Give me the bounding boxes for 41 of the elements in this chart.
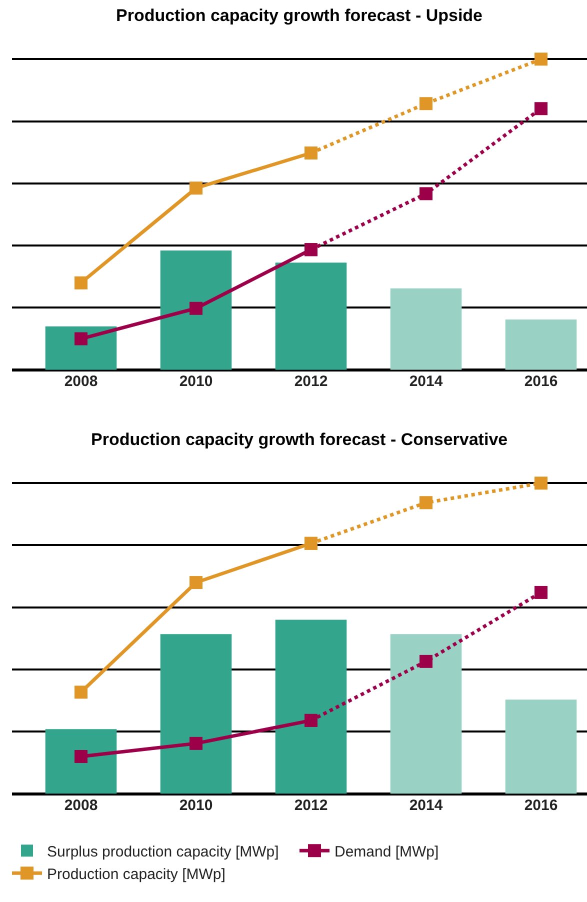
x-tick-label: 2012 (294, 796, 328, 814)
point (534, 102, 548, 116)
x-tick-label: 2016 (524, 796, 558, 814)
point (420, 97, 432, 110)
point (190, 736, 202, 750)
point (534, 52, 548, 66)
legend-label: Surplus production capacity [MWp] (47, 843, 279, 860)
point (190, 182, 202, 195)
point (74, 332, 88, 346)
point (74, 686, 88, 699)
x-tick-label: 2008 (64, 796, 98, 814)
bar (390, 634, 462, 794)
point (190, 576, 202, 590)
x-tick-label: 2010 (179, 372, 213, 390)
bar (275, 262, 347, 370)
point (420, 496, 432, 510)
x-tick-label: 2014 (409, 372, 444, 390)
bar (505, 319, 577, 370)
bar (275, 620, 347, 794)
bar (45, 729, 117, 794)
x-tick-label: 2010 (179, 796, 213, 814)
bar (390, 288, 462, 370)
point (534, 586, 548, 599)
bar (160, 250, 232, 370)
bar (505, 700, 577, 794)
point (74, 750, 88, 763)
legend-label: Demand [MWp] (334, 843, 439, 860)
x-tick-label: 2008 (64, 372, 98, 390)
point (74, 276, 88, 290)
point (420, 187, 432, 200)
x-tick-label: 2014 (409, 796, 444, 814)
chart-title: Production capacity growth forecast - Conservative (91, 430, 508, 449)
legend-label: Production capacity [MWp] (47, 866, 226, 883)
x-tick-label: 2016 (524, 372, 558, 390)
x-tick-label: 2012 (294, 372, 328, 390)
bar (45, 326, 117, 370)
point (534, 476, 548, 490)
bar (160, 634, 232, 794)
chart-title: Production capacity growth forecast - Upside (116, 6, 483, 25)
point (190, 302, 202, 315)
point (420, 654, 432, 668)
